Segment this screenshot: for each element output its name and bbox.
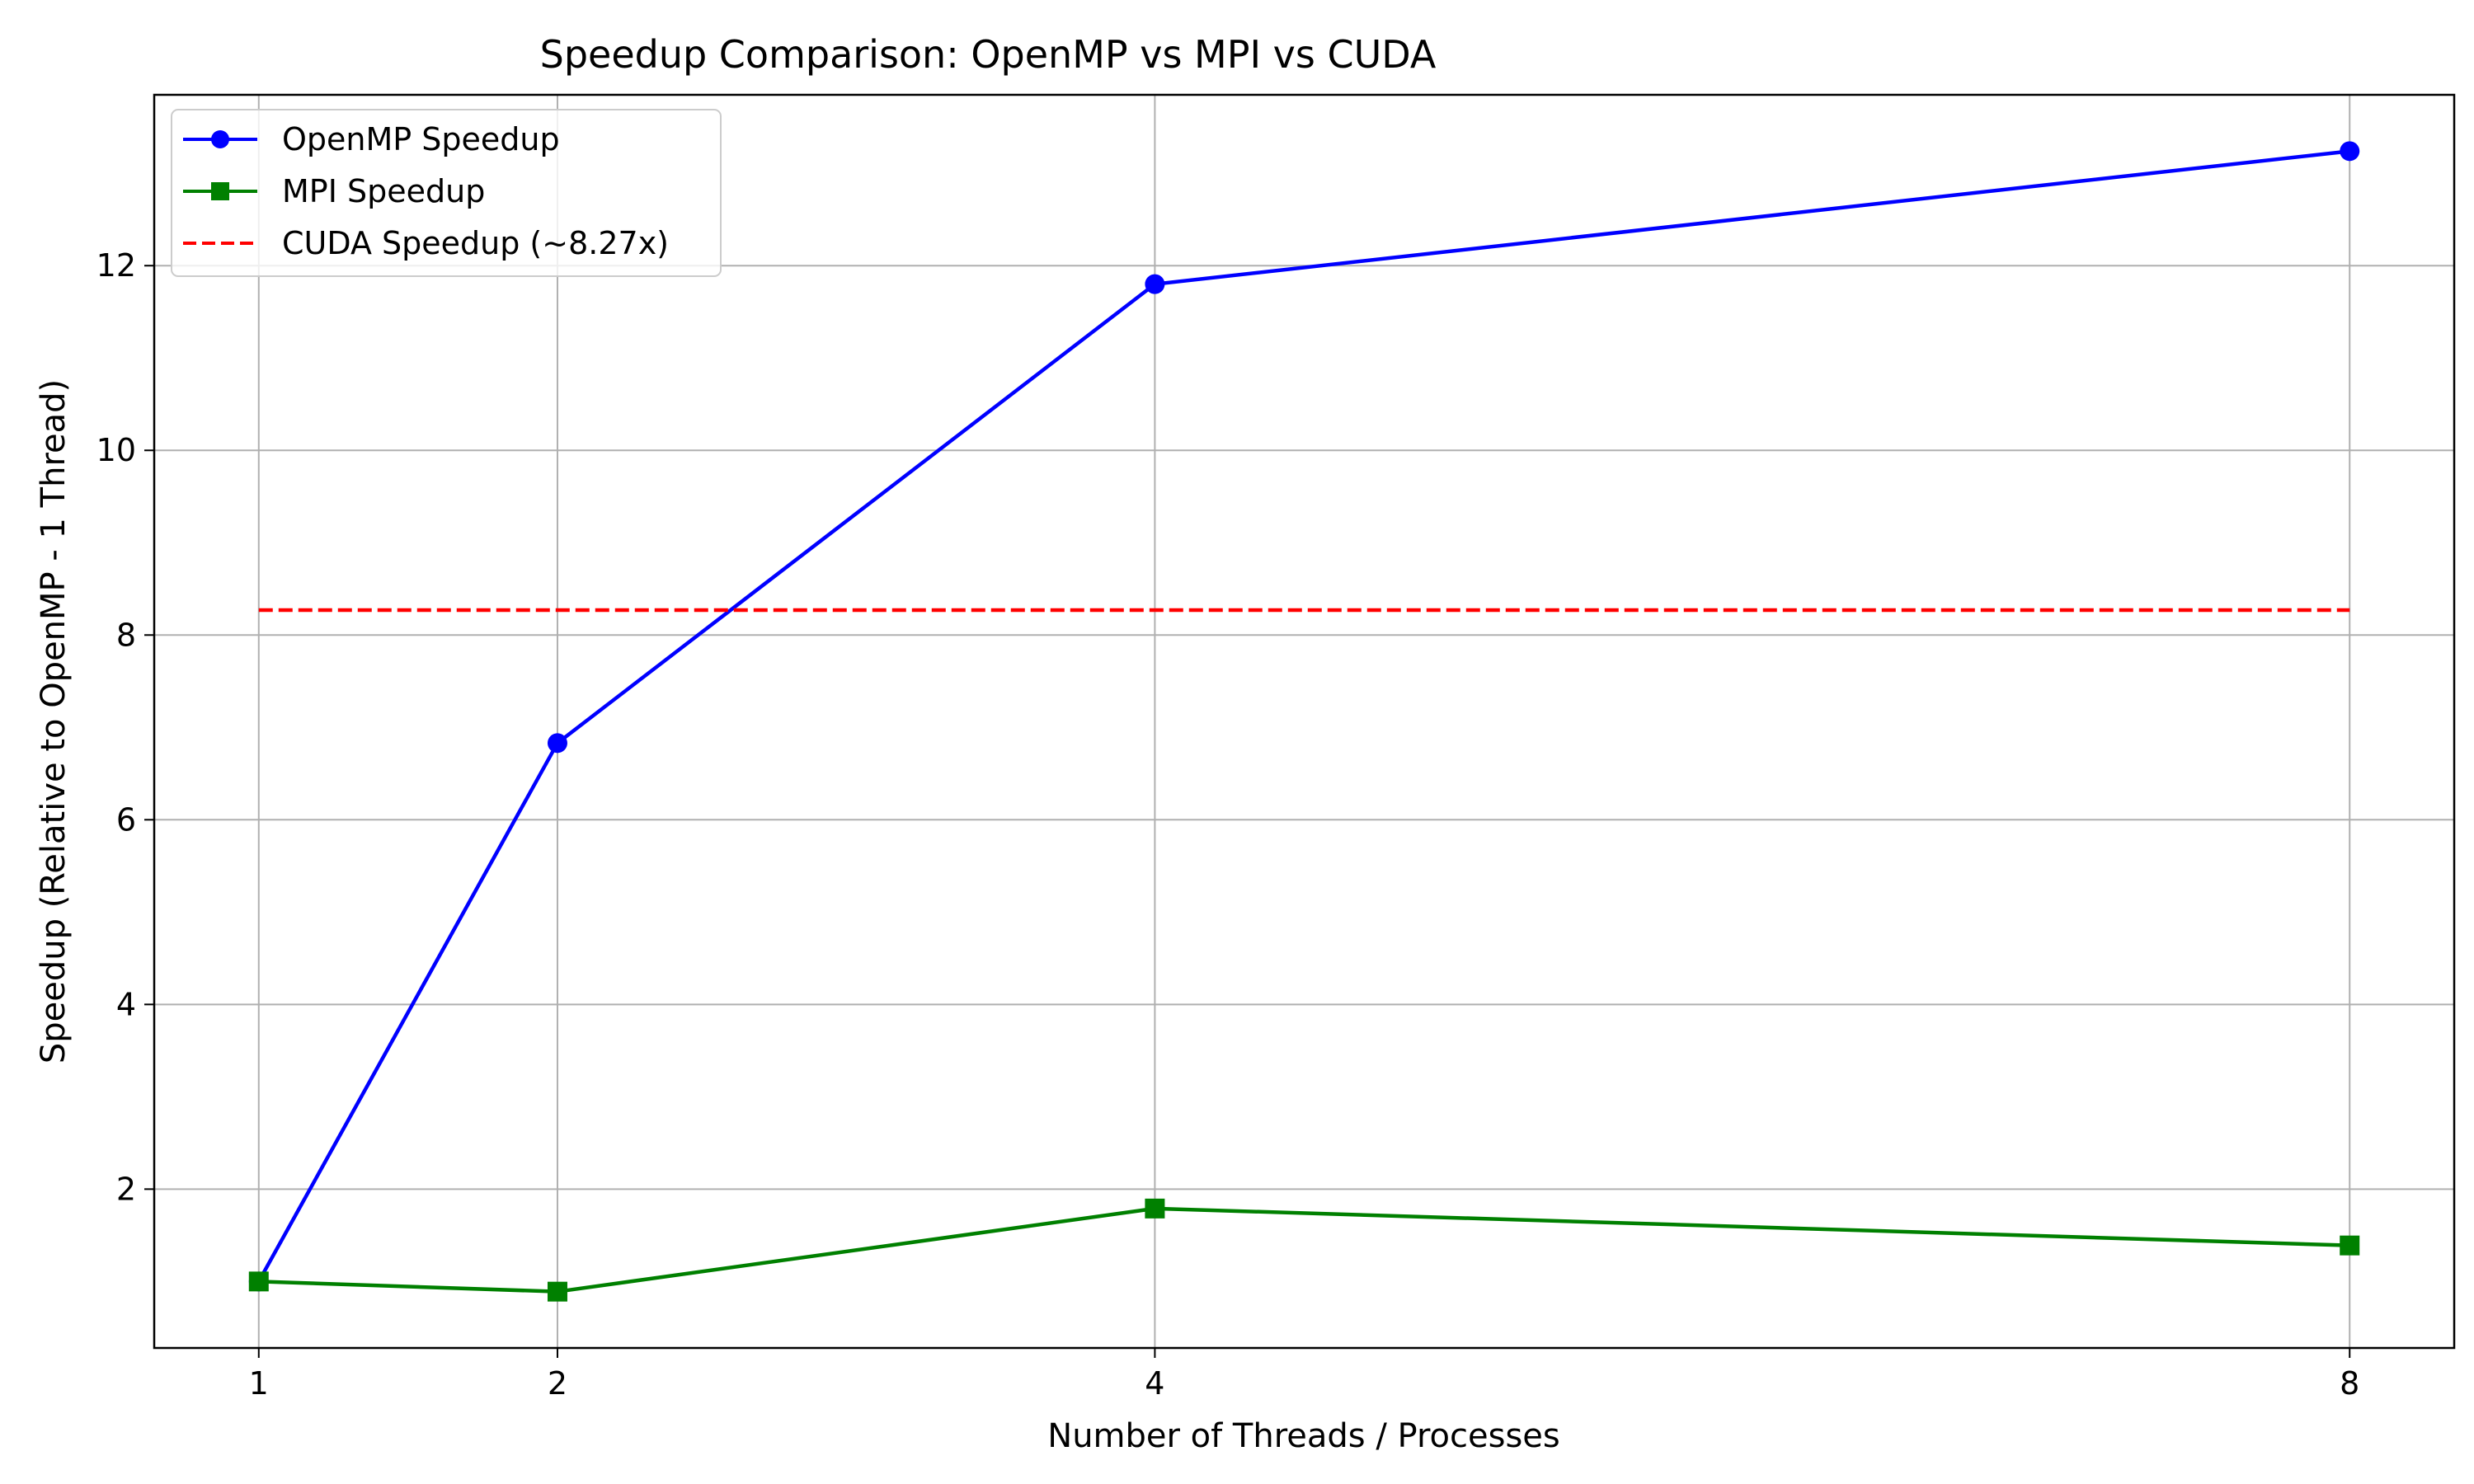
data-point-mpi-speedup bbox=[547, 1281, 567, 1302]
legend-box bbox=[171, 109, 722, 277]
series-line-openmp-speedup bbox=[256, 149, 2350, 1283]
legend-label-cuda: CUDA Speedup (~8.27x) bbox=[282, 225, 669, 261]
chart-title: Speedup Comparison: OpenMP vs MPI vs CUD… bbox=[540, 32, 1437, 77]
y-axis-label: Speedup (Relative to OpenMP - 1 Thread) bbox=[35, 379, 73, 1064]
y-tick-label: 8 bbox=[116, 617, 136, 653]
legend-label-openmp: OpenMP Speedup bbox=[282, 121, 560, 157]
y-tick-label: 4 bbox=[116, 986, 136, 1022]
plot-frame bbox=[153, 93, 2456, 1350]
y-tick-label: 6 bbox=[116, 801, 136, 838]
y-tick-label: 2 bbox=[116, 1171, 136, 1207]
x-axis-label: Number of Threads / Processes bbox=[1047, 1417, 1559, 1455]
x-tick-label: 4 bbox=[1145, 1365, 1164, 1402]
y-tick-label: 12 bbox=[96, 247, 136, 284]
data-point-openmp-speedup bbox=[547, 733, 567, 754]
data-point-mpi-speedup bbox=[1145, 1198, 1165, 1219]
x-tick-label: 1 bbox=[249, 1365, 269, 1402]
legend: OpenMP Speedup MPI Speedup CUDA Speedup … bbox=[171, 109, 722, 277]
series-line-mpi-speedup bbox=[258, 1206, 2350, 1294]
data-point-mpi-speedup bbox=[248, 1271, 269, 1292]
legend-item-cuda: CUDA Speedup (~8.27x) bbox=[183, 225, 669, 261]
data-point-openmp-speedup bbox=[1145, 274, 1165, 294]
data-point-mpi-speedup bbox=[2340, 1235, 2360, 1256]
data-point-openmp-speedup bbox=[2340, 141, 2360, 162]
legend-label-mpi: MPI Speedup bbox=[282, 173, 485, 209]
x-tick-label: 2 bbox=[548, 1365, 567, 1402]
legend-marker-openmp bbox=[211, 130, 229, 148]
series-layer bbox=[248, 141, 2360, 1302]
legend-item-openmp: OpenMP Speedup bbox=[183, 121, 560, 157]
legend-item-mpi: MPI Speedup bbox=[183, 173, 485, 209]
y-tick-label: 10 bbox=[96, 432, 136, 468]
legend-marker-mpi bbox=[211, 182, 229, 200]
x-tick-label: 8 bbox=[2340, 1365, 2359, 1402]
